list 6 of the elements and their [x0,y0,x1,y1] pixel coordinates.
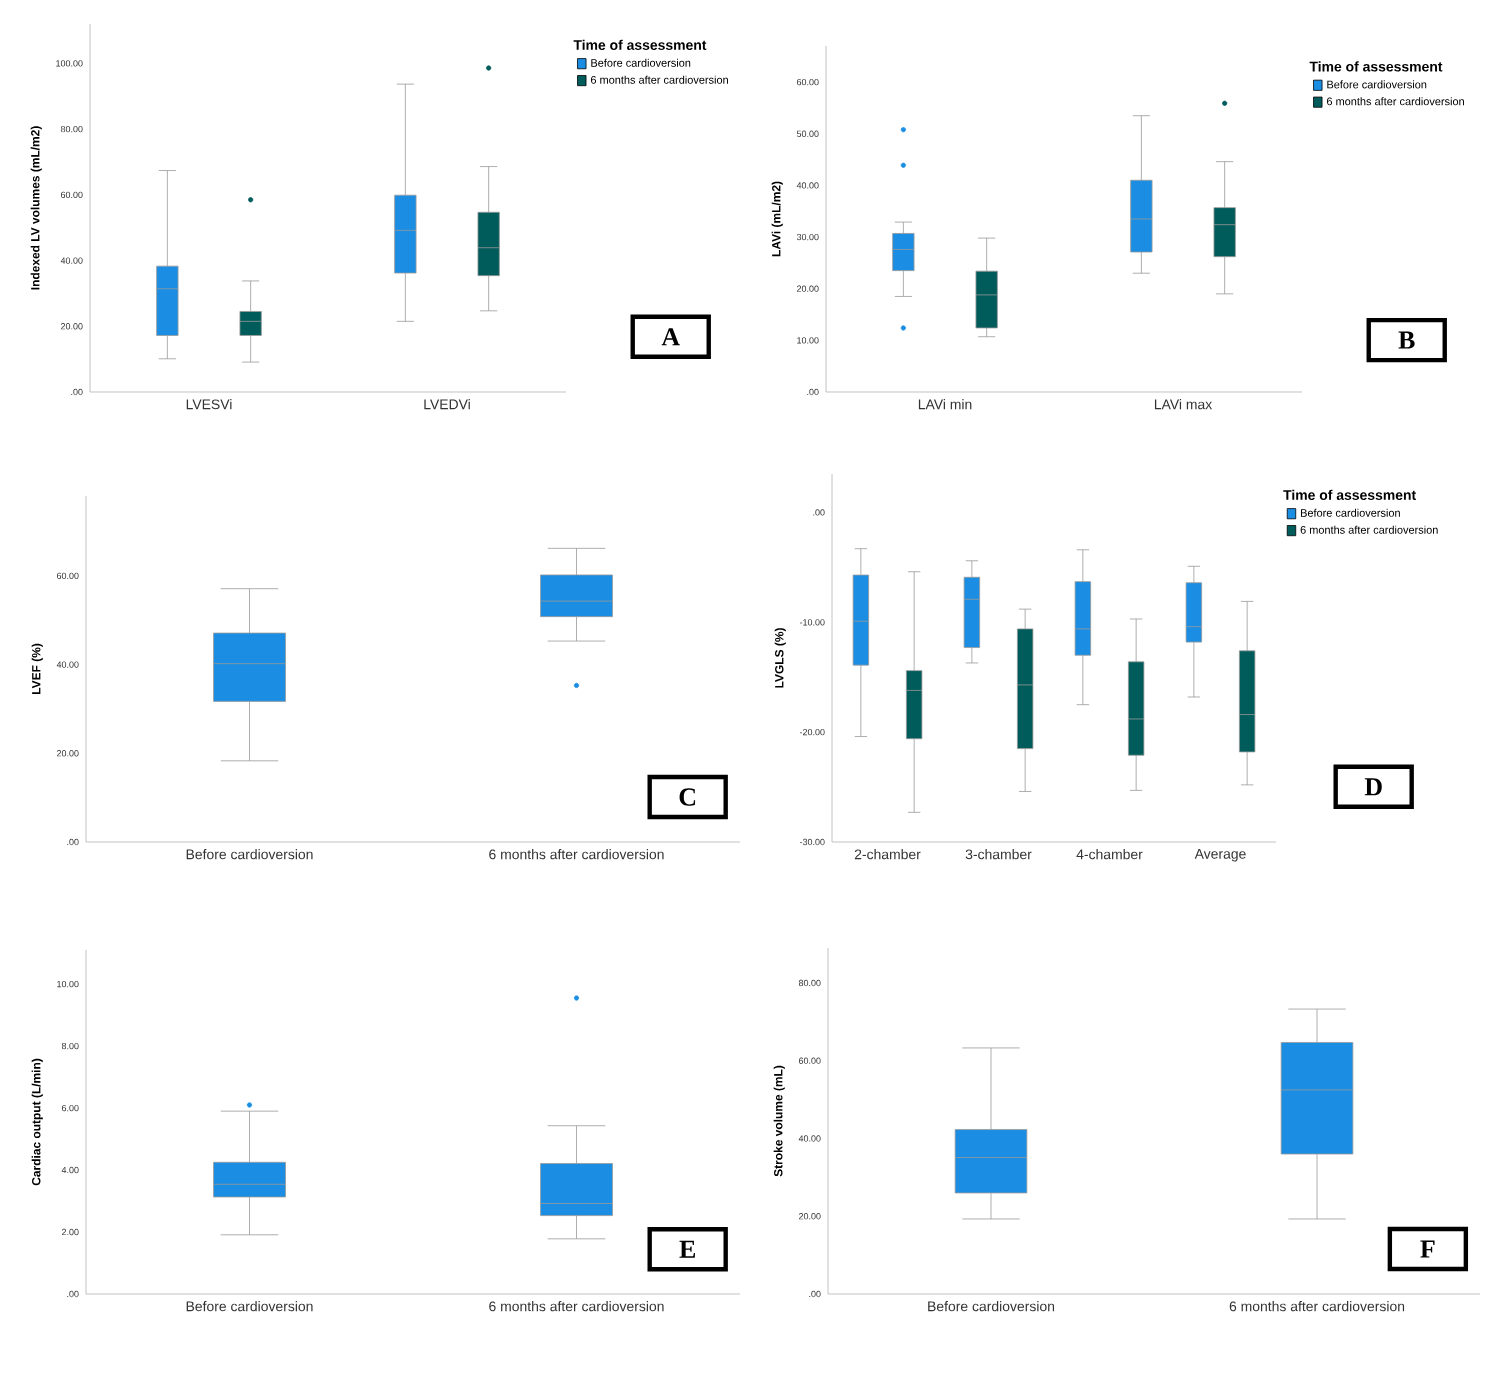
text: A [661,328,680,346]
annotation: E [679,1240,695,1258]
annotation: F [1420,1240,1435,1258]
text: B [1398,331,1415,349]
annotation: C [679,788,696,806]
text: D [1364,778,1382,796]
